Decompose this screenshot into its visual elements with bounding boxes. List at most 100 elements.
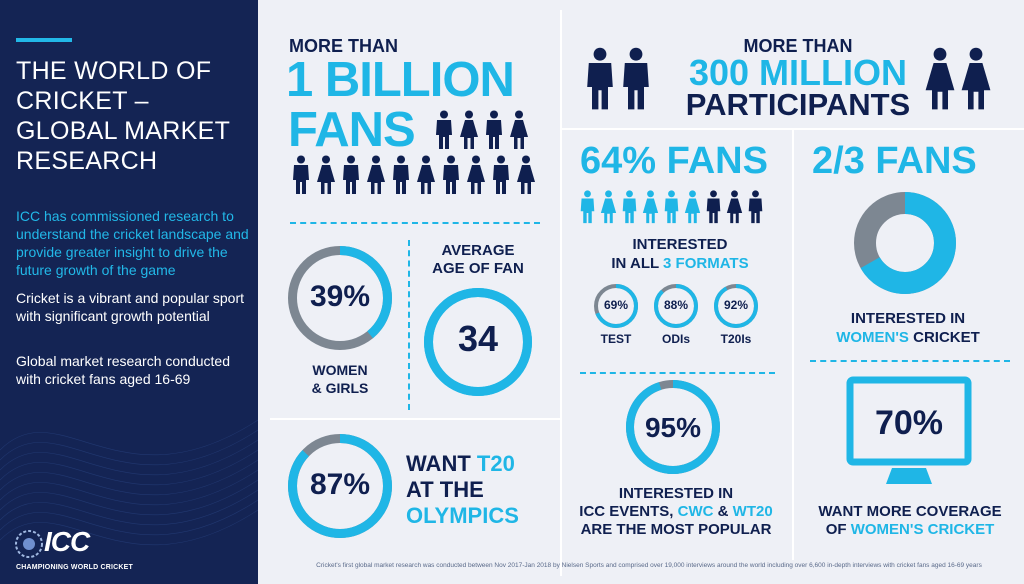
left-panel: THE WORLD OF CRICKET – GLOBAL MARKET RES… <box>0 0 258 584</box>
man-icon <box>436 110 452 149</box>
cricket-ball-icon <box>15 530 43 558</box>
events-label: ICC EVENTS, CWC & WT20 <box>566 503 786 520</box>
t20-label: WANT T20 <box>406 452 515 476</box>
wave-pattern <box>0 419 258 546</box>
events-label-text: & <box>717 503 729 520</box>
participants-headline: 300 MILLION <box>688 52 908 93</box>
formats-label-highlight: 3 FORMATS <box>663 255 749 272</box>
intro-text: ICC has commissioned research to underst… <box>16 208 249 278</box>
ring-fill <box>288 246 392 350</box>
page-title: THE WORLD OF CRICKET – GLOBAL MARKET RES… <box>16 57 230 175</box>
ring-fill <box>288 434 392 538</box>
woman-icon <box>517 155 535 194</box>
t20-label: AT THE <box>406 477 484 502</box>
womens-label-text: CRICKET <box>913 329 980 346</box>
info-paragraph: Cricket is a vibrant and popular sport w… <box>16 290 244 324</box>
divider <box>560 10 562 576</box>
woman-icon <box>925 47 955 110</box>
footnote: Cricket's first global market research w… <box>316 562 982 569</box>
man-icon <box>623 47 649 110</box>
women-value: 39% <box>309 280 371 313</box>
ring-fill <box>424 288 532 396</box>
ring-fill <box>654 284 698 328</box>
womens-label: WOMEN'S CRICKET <box>808 329 1008 346</box>
dashed-divider <box>290 222 540 224</box>
woman-icon <box>417 155 435 194</box>
womens-label-highlight: WOMEN'S <box>836 329 909 346</box>
age-ring <box>424 288 532 396</box>
fans-lead: MORE THAN <box>289 36 398 56</box>
icc-logo: ICC CHAMPIONING WORLD CRICKET <box>14 522 154 578</box>
people-row <box>578 190 767 224</box>
women-label: & GIRLS <box>311 380 369 396</box>
coverage-value: 70% <box>874 404 944 442</box>
man-icon <box>580 190 595 224</box>
woman-icon <box>367 155 385 194</box>
people-row <box>290 155 540 195</box>
womens-headline: 2/3 FANS <box>812 140 977 182</box>
fans-headline: FANS <box>288 103 416 157</box>
formats-label: IN ALL 3 FORMATS <box>580 255 780 272</box>
logo-word: ICC <box>44 526 90 557</box>
formats-headline: 64% FANS <box>580 140 768 182</box>
fans-headline: 1 BILLION <box>286 53 515 107</box>
ring-fill <box>714 284 758 328</box>
events-label-highlight: CWC <box>677 503 714 520</box>
events-label: ARE THE MOST POPULAR <box>580 521 772 538</box>
womens-donut <box>854 192 956 294</box>
coverage-label: OF WOMEN'S CRICKET <box>800 521 1020 538</box>
t20-label: OLYMPICS <box>406 503 519 528</box>
format-value: 69% <box>603 298 629 312</box>
woman-icon <box>684 190 701 224</box>
woman-icon <box>961 47 991 110</box>
participants-headline: PARTICIPANTS <box>685 87 911 122</box>
man-icon <box>486 110 502 149</box>
divider <box>562 128 1024 130</box>
format-value: 88% <box>663 298 689 312</box>
formats-label-text: IN ALL <box>611 255 659 272</box>
man-icon <box>664 190 679 224</box>
divider <box>792 130 794 560</box>
people-row <box>584 42 656 116</box>
woman-icon <box>467 155 485 194</box>
format-value: 92% <box>723 298 749 312</box>
man-icon <box>622 190 637 224</box>
woman-icon <box>460 110 478 149</box>
man-icon <box>706 190 721 224</box>
ring-fill <box>854 192 956 294</box>
info-paragraph: Global market research conducted with cr… <box>16 353 230 387</box>
dashed-divider <box>810 360 1010 362</box>
people-row <box>433 110 533 150</box>
ring-fill <box>594 284 638 328</box>
age-label: AGE OF FAN <box>432 260 524 277</box>
coverage-label: WANT MORE COVERAGE <box>818 503 1002 520</box>
woman-icon <box>600 190 617 224</box>
events-label: INTERESTED IN <box>618 485 734 502</box>
events-label-text: ICC EVENTS, <box>579 503 674 520</box>
women-ring <box>288 246 392 350</box>
man-icon <box>343 155 359 194</box>
woman-icon <box>317 155 335 194</box>
formats-headline-text: 64% FANS <box>580 140 768 182</box>
man-icon <box>493 155 509 194</box>
dashed-divider <box>580 372 775 374</box>
logo-tagline: CHAMPIONING WORLD CRICKET <box>16 564 133 571</box>
tv-icon <box>846 376 972 484</box>
woman-icon <box>642 190 659 224</box>
t20-value: 87% <box>309 468 371 501</box>
man-icon <box>393 155 409 194</box>
age-label: AVERAGE <box>441 242 515 259</box>
t20-label-highlight: T20 <box>476 451 515 476</box>
man-icon <box>587 47 613 110</box>
events-value: 95% <box>644 412 702 443</box>
dashed-divider <box>408 240 410 410</box>
coverage-label-highlight: WOMEN'S CRICKET <box>850 521 995 538</box>
age-value: 34 <box>457 318 499 359</box>
format-label: ODIs <box>661 332 690 346</box>
man-icon <box>748 190 763 224</box>
events-ring <box>626 380 720 474</box>
womens-label: INTERESTED IN <box>850 310 966 327</box>
womens-headline-text: 2/3 FANS <box>812 140 977 182</box>
participants-lead: MORE THAN <box>743 36 853 56</box>
format-ring <box>594 284 638 328</box>
